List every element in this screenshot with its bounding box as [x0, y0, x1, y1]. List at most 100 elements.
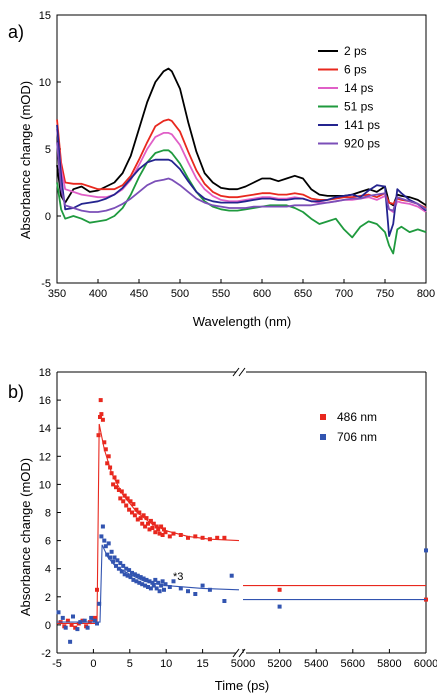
panel-b-y-tick-label: 14 [39, 423, 51, 435]
panel-b-point-486-nm [138, 516, 143, 521]
panel-b-point-486-nm [98, 415, 102, 419]
panel-b-point-486-nm [115, 479, 120, 484]
panel-b-x-tick-label: 5400 [304, 658, 328, 670]
panel-b-point-486-nm [135, 517, 140, 522]
panel-a-legend-label: 920 ps [344, 137, 380, 151]
panel-b-point-706-nm [99, 534, 104, 539]
panel-b-point-706-nm [138, 575, 143, 580]
panel-b-point-486-nm [277, 587, 282, 592]
panel-b-y-tick-label: 12 [39, 451, 51, 463]
panel-b-point-706-nm [148, 586, 153, 591]
panel-b-point-486-nm [65, 618, 70, 623]
panel-b-point-486-nm [119, 489, 124, 494]
panel-b-point-706-nm [171, 579, 176, 584]
panel-b-point-486-nm [105, 461, 110, 466]
panel-b-point-706-nm [119, 569, 124, 574]
panel-b-x-tick-label: 10 [160, 658, 172, 670]
panel-b-point-486-nm [160, 533, 165, 537]
panel-a-legend-label: 51 ps [344, 100, 373, 114]
panel-b-point-706-nm [100, 524, 105, 529]
panel-b-x-tick-label: 0 [90, 658, 96, 670]
panel-a-legend-label: 6 ps [344, 63, 367, 77]
panel-b-point-486-nm [73, 625, 78, 630]
panel-b-point-706-nm [150, 580, 155, 585]
panel-b-x-axis-label: Time (ps) [215, 678, 269, 693]
panel-b-point-706-nm [127, 568, 132, 573]
panel-b-point-706-nm [89, 615, 94, 620]
panel-b-point-486-nm [114, 485, 118, 490]
panel-b-point-486-nm [109, 471, 114, 476]
panel-a-x-tick-label: 500 [171, 288, 189, 300]
panel-b-point-706-nm [140, 582, 145, 587]
panel-a-legend-label: 2 ps [344, 44, 367, 58]
panel-b-point-486-nm [130, 510, 134, 515]
panel-b-point-486-nm [95, 587, 99, 592]
panel-b-y-tick-label: 10 [39, 479, 51, 491]
panel-b-point-486-nm [147, 527, 152, 532]
panel-b-point-706-nm [108, 555, 113, 560]
panel-b-point-486-nm [167, 534, 172, 539]
panel-b-point-486-nm [153, 530, 158, 535]
panel-b-point-486-nm [137, 510, 142, 515]
panel-b-point-486-nm [106, 454, 111, 459]
panel-b-point-706-nm [424, 548, 428, 553]
panel-b-point-486-nm [112, 475, 117, 480]
panel-b-x-tick-label: 6000 [414, 658, 437, 670]
panel-b-legend-marker [320, 434, 326, 440]
panel-b-point-706-nm [114, 563, 118, 568]
panel-b-point-486-nm [111, 482, 116, 487]
panel-b-point-706-nm [162, 587, 166, 592]
panel-a-x-tick-label: 400 [89, 288, 107, 300]
panel-b-fit-line-486-nm [57, 423, 240, 625]
panel-b-point-706-nm [63, 625, 68, 630]
panel-b-point-706-nm [122, 572, 127, 577]
panel-b-point-706-nm [115, 558, 120, 563]
panel-b-point-706-nm [144, 577, 149, 582]
panel-b-point-706-nm [102, 538, 107, 543]
panel-b-point-706-nm [193, 592, 198, 596]
panel-a-series-line-920-ps [56, 142, 427, 213]
panel-b-point-486-nm [108, 465, 113, 470]
panel-b-point-706-nm [82, 618, 87, 623]
panel-a-x-tick-label: 600 [253, 288, 271, 300]
panel-b-point-706-nm [78, 620, 83, 625]
panel-b-point-706-nm [229, 573, 234, 578]
panel-b-point-486-nm [156, 527, 161, 532]
panel-b-point-706-nm [128, 575, 133, 580]
panel-b-point-706-nm [106, 541, 111, 546]
panel-b-point-706-nm [85, 625, 90, 630]
panel-b-point-486-nm [200, 535, 205, 540]
panel-b-break-gap [236, 368, 246, 376]
panel-b-point-486-nm [215, 535, 220, 540]
panel-b-point-706-nm [109, 549, 114, 554]
panel-a-legend-label: 14 ps [344, 81, 373, 95]
panel-b-point-486-nm [150, 526, 155, 530]
panel-b-point-706-nm [154, 586, 159, 591]
panel-b-point-706-nm [75, 627, 80, 632]
panel-a-x-tick-label: 550 [212, 288, 230, 300]
panel-b-y-tick-label: 6 [45, 536, 51, 548]
panel-b-point-486-nm [131, 502, 136, 507]
panel-b-point-706-nm [167, 585, 172, 589]
panel-a-x-tick-label: 750 [376, 288, 394, 300]
panel-a-y-tick-label: 0 [45, 211, 51, 223]
panel-b-break-gap [236, 649, 246, 657]
panel-b: b) -5 0 5 10 15 5000 5200 5400 5600 5800 6000 -2 0 2 4… [8, 367, 437, 693]
panel-b-point-706-nm [146, 585, 150, 589]
panel-b-point-706-nm [178, 586, 183, 591]
panel-a-series-line-51-ps [56, 149, 427, 255]
panel-b-point-486-nm [157, 531, 162, 536]
panel-b-point-706-nm [60, 615, 65, 620]
panel-a-series-line-2-ps [56, 67, 427, 207]
panel-b-point-486-nm [193, 534, 198, 539]
panel-b-point-486-nm [99, 412, 104, 417]
panel-b-point-706-nm [151, 583, 156, 588]
panel-a-series-line-141-ps [56, 124, 427, 238]
panel-b-point-706-nm [153, 577, 158, 582]
panel-b-point-486-nm [128, 499, 133, 504]
panel-b-point-706-nm [137, 580, 142, 585]
panel-b-point-706-nm [141, 576, 146, 581]
panel-b-x-tick-label: 5600 [341, 658, 365, 670]
panel-b-point-486-nm [92, 615, 97, 620]
